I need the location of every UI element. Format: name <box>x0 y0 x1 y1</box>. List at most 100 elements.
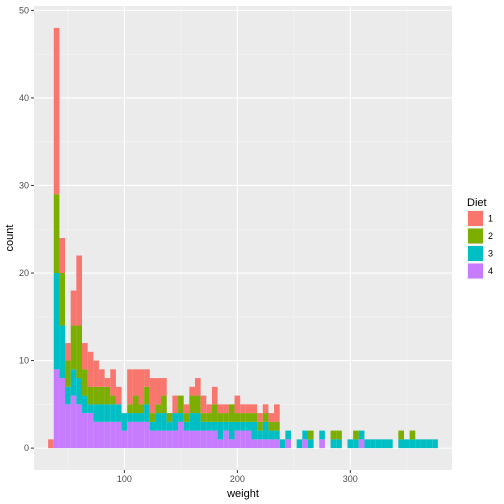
bar-diet-2 <box>110 395 116 405</box>
bar-diet-3 <box>296 439 303 449</box>
bar-diet-2 <box>76 325 83 379</box>
bar-diet-2 <box>234 413 241 422</box>
bar-diet-4 <box>234 430 241 449</box>
bar-diet-3 <box>420 439 427 449</box>
bar-diet-2 <box>409 430 416 440</box>
bar-diet-1 <box>98 369 105 387</box>
bar-diet-2 <box>228 404 235 422</box>
bar-diet-2 <box>166 413 173 422</box>
bar-diet-3 <box>358 430 365 440</box>
bar-diet-4 <box>189 430 195 449</box>
bar-diet-3 <box>223 421 229 431</box>
bar-diet-4 <box>98 421 105 449</box>
bar-diet-1 <box>149 378 156 414</box>
bar-diet-3 <box>87 404 94 414</box>
bar-diet-4 <box>257 439 263 449</box>
bar-diet-4 <box>93 421 99 449</box>
bar-diet-3 <box>53 273 60 370</box>
bar-diet-1 <box>76 255 83 326</box>
bar-diet-4 <box>206 430 212 449</box>
bar-diet-4 <box>262 439 269 449</box>
bar-diet-2 <box>93 386 99 405</box>
bar-diet-3 <box>110 404 116 422</box>
bar-diet-4 <box>121 430 128 449</box>
bar-diet-4 <box>65 404 71 449</box>
bar-diet-3 <box>138 413 145 422</box>
bar-diet-2 <box>183 413 190 422</box>
y-tick-label: 40 <box>19 93 29 103</box>
bar-diet-2 <box>161 395 167 414</box>
bar-diet-4 <box>183 430 190 449</box>
bar-diet-4 <box>178 421 184 449</box>
bar-diet-4 <box>358 439 365 449</box>
bar-diet-3 <box>206 421 212 431</box>
bar-diet-3 <box>217 421 224 440</box>
bar-diet-3 <box>353 439 359 449</box>
bar-diet-2 <box>223 413 229 422</box>
bar-diet-4 <box>87 413 94 449</box>
bar-diet-3 <box>364 439 371 449</box>
legend-label-4: 4 <box>488 266 493 276</box>
x-tick-label: 300 <box>343 474 358 484</box>
bar-diet-4 <box>251 439 258 449</box>
bar-diet-3 <box>257 430 263 440</box>
bar-diet-1 <box>211 386 218 405</box>
bar-diet-1 <box>217 404 224 414</box>
bar-diet-4 <box>285 439 292 449</box>
bar-diet-2 <box>194 395 201 414</box>
bar-diet-1 <box>268 413 275 422</box>
bar-diet-3 <box>178 413 184 422</box>
bar-diet-1 <box>59 238 66 274</box>
bar-diet-1 <box>138 369 145 405</box>
x-tick-label: 100 <box>117 474 132 484</box>
bar-diet-4 <box>302 439 308 449</box>
bar-diet-3 <box>121 413 128 431</box>
bar-diet-3 <box>127 413 133 422</box>
bar-diet-3 <box>245 421 252 431</box>
bar-diet-4 <box>76 404 83 449</box>
x-tick-label: 200 <box>230 474 245 484</box>
legend: Diet 1 2 3 4 <box>467 197 493 280</box>
bar-diet-4 <box>194 430 201 449</box>
histogram-bars <box>48 27 438 449</box>
legend-swatch-3 <box>468 246 483 261</box>
bar-diet-2 <box>65 360 71 387</box>
bar-diet-4 <box>228 439 235 449</box>
bar-diet-3 <box>251 421 258 440</box>
legend-label-1: 1 <box>488 214 493 224</box>
bar-diet-3 <box>268 430 275 440</box>
bar-diet-2 <box>59 273 66 326</box>
bar-diet-2 <box>330 430 337 440</box>
bar-diet-2 <box>398 430 404 440</box>
x-axis-title: weight <box>226 488 259 500</box>
bar-diet-4 <box>70 395 77 449</box>
bar-diet-1 <box>200 395 207 414</box>
bar-diet-1 <box>234 395 241 414</box>
bar-diet-4 <box>223 430 229 449</box>
bar-diet-4 <box>127 421 133 449</box>
bar-diet-3 <box>347 439 354 449</box>
bar-diet-2 <box>189 395 195 414</box>
bar-diet-1 <box>161 378 167 396</box>
bar-diet-4 <box>200 430 207 449</box>
bar-diet-3 <box>279 439 286 449</box>
y-axis-title: count <box>4 225 16 252</box>
bar-diet-3 <box>398 439 404 449</box>
bar-diet-1 <box>262 404 269 414</box>
bar-diet-2 <box>98 386 105 405</box>
bar-diet-3 <box>426 439 433 449</box>
bar-diet-1 <box>194 378 201 396</box>
bar-diet-2 <box>251 413 258 422</box>
bar-diet-3 <box>98 404 105 422</box>
bar-diet-1 <box>189 386 195 396</box>
bar-diet-3 <box>200 421 207 431</box>
bar-diet-3 <box>161 413 167 431</box>
bar-diet-2 <box>178 395 184 414</box>
bar-diet-2 <box>82 369 88 396</box>
bar-diet-3 <box>228 421 235 440</box>
bar-diet-2 <box>70 325 77 370</box>
bar-diet-1 <box>132 369 139 396</box>
bar-diet-3 <box>76 378 83 405</box>
bar-diet-4 <box>53 369 60 449</box>
bar-diet-1 <box>206 404 212 414</box>
